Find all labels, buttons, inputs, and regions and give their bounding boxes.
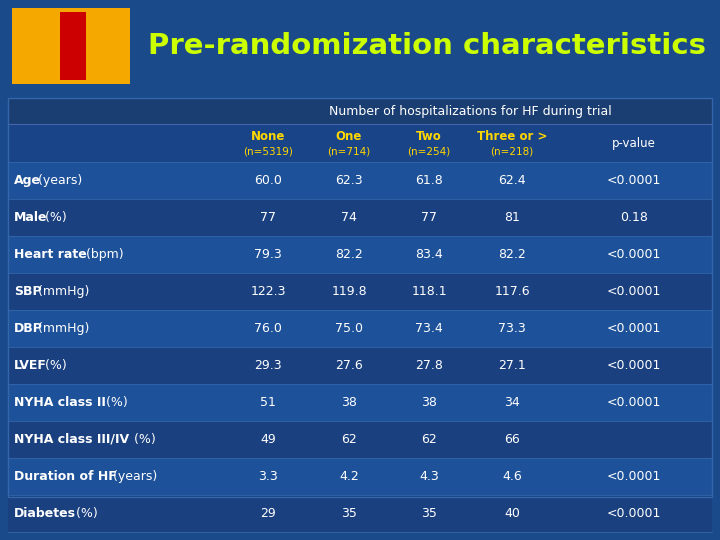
Text: 35: 35: [341, 507, 357, 520]
Text: Heart rate: Heart rate: [14, 248, 86, 261]
Text: One: One: [336, 130, 362, 143]
Text: 49: 49: [260, 433, 276, 446]
Text: 29.3: 29.3: [254, 359, 282, 372]
Text: 4.6: 4.6: [502, 470, 522, 483]
Text: 62: 62: [421, 433, 437, 446]
Text: 38: 38: [421, 396, 437, 409]
Text: 77: 77: [421, 211, 437, 224]
Text: 73.4: 73.4: [415, 322, 443, 335]
Text: 60.0: 60.0: [254, 174, 282, 187]
Text: <0.0001: <0.0001: [607, 285, 661, 298]
Text: Pre-randomization characteristics: Pre-randomization characteristics: [148, 32, 706, 60]
Text: (bpm): (bpm): [82, 248, 124, 261]
Text: 83.4: 83.4: [415, 248, 443, 261]
Text: 73.3: 73.3: [498, 322, 526, 335]
Text: (years): (years): [35, 174, 83, 187]
Text: 35: 35: [421, 507, 437, 520]
Text: SH: SH: [19, 31, 66, 60]
Text: <0.0001: <0.0001: [607, 248, 661, 261]
Text: 77: 77: [260, 211, 276, 224]
Text: <0.0001: <0.0001: [607, 322, 661, 335]
Text: 75.0: 75.0: [335, 322, 363, 335]
Text: Duration of HF: Duration of HF: [14, 470, 117, 483]
Text: SBP: SBP: [14, 285, 42, 298]
Text: (n=218): (n=218): [490, 146, 534, 157]
Text: <0.0001: <0.0001: [607, 507, 661, 520]
Text: LVEF: LVEF: [14, 359, 47, 372]
Text: 34: 34: [504, 396, 520, 409]
Text: 40: 40: [504, 507, 520, 520]
Text: <0.0001: <0.0001: [607, 174, 661, 187]
Text: 117.6: 117.6: [494, 285, 530, 298]
Text: 0.18: 0.18: [620, 211, 648, 224]
Text: (years): (years): [109, 470, 158, 483]
Text: 51: 51: [260, 396, 276, 409]
Text: f: f: [70, 63, 76, 78]
Text: 82.2: 82.2: [335, 248, 363, 261]
Text: (%): (%): [41, 211, 67, 224]
Text: Age: Age: [14, 174, 41, 187]
Text: 81: 81: [504, 211, 520, 224]
Text: (n=5319): (n=5319): [243, 146, 293, 157]
Text: 38: 38: [341, 396, 357, 409]
Text: <0.0001: <0.0001: [607, 396, 661, 409]
Text: 61.8: 61.8: [415, 174, 443, 187]
Text: (%): (%): [130, 433, 156, 446]
Text: p-value: p-value: [612, 137, 656, 150]
Text: Diabetes: Diabetes: [14, 507, 76, 520]
Text: 82.2: 82.2: [498, 248, 526, 261]
Text: 27.8: 27.8: [415, 359, 443, 372]
Text: NYHA class II: NYHA class II: [14, 396, 106, 409]
Text: 119.8: 119.8: [331, 285, 366, 298]
Text: 76.0: 76.0: [254, 322, 282, 335]
Text: (mmHg): (mmHg): [35, 285, 90, 298]
Text: T: T: [91, 31, 112, 60]
Text: 3.3: 3.3: [258, 470, 278, 483]
Text: 27.1: 27.1: [498, 359, 526, 372]
Text: 29: 29: [260, 507, 276, 520]
Text: 122.3: 122.3: [251, 285, 286, 298]
Text: Three or >: Three or >: [477, 130, 547, 143]
Text: Male: Male: [14, 211, 48, 224]
Text: 79.3: 79.3: [254, 248, 282, 261]
Text: (%): (%): [102, 396, 128, 409]
Text: (%): (%): [68, 507, 98, 520]
Text: 62: 62: [341, 433, 357, 446]
Text: (%): (%): [41, 359, 67, 372]
Text: 4.3: 4.3: [419, 470, 439, 483]
Text: 118.1: 118.1: [411, 285, 447, 298]
Text: NYHA class III/IV: NYHA class III/IV: [14, 433, 129, 446]
Text: DBP: DBP: [14, 322, 43, 335]
Text: 4: 4: [64, 32, 83, 60]
Text: Number of hospitalizations for HF during trial: Number of hospitalizations for HF during…: [328, 105, 611, 118]
Text: <0.0001: <0.0001: [607, 359, 661, 372]
Text: (n=714): (n=714): [328, 146, 371, 157]
Text: 66: 66: [504, 433, 520, 446]
Text: 74: 74: [341, 211, 357, 224]
Text: 62.4: 62.4: [498, 174, 526, 187]
Text: None: None: [251, 130, 285, 143]
Text: 62.3: 62.3: [336, 174, 363, 187]
Text: 27.6: 27.6: [335, 359, 363, 372]
Text: Two: Two: [416, 130, 442, 143]
Text: <0.0001: <0.0001: [607, 470, 661, 483]
Text: (mmHg): (mmHg): [35, 322, 90, 335]
Text: (n=254): (n=254): [408, 146, 451, 157]
Text: 4.2: 4.2: [339, 470, 359, 483]
